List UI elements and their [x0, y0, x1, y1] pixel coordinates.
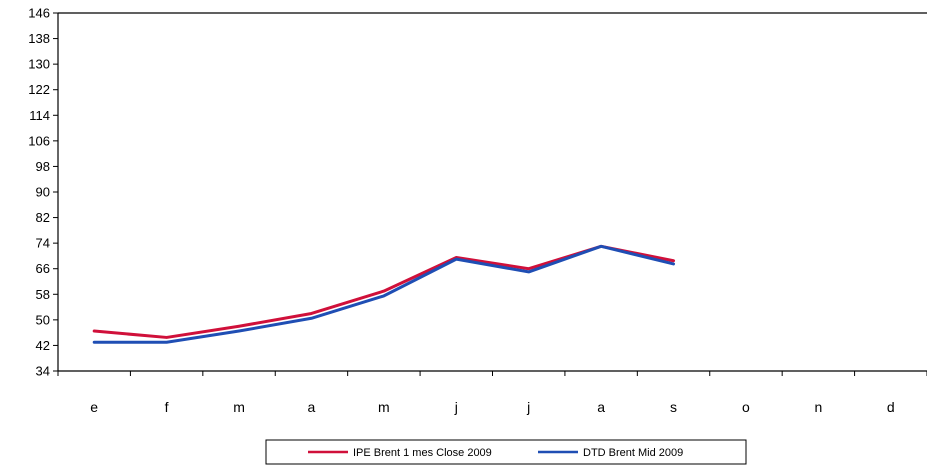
legend: IPE Brent 1 mes Close 2009 DTD Brent Mid …	[265, 439, 747, 465]
y-tick-label: 42	[36, 338, 50, 353]
y-tick-label: 114	[29, 108, 50, 123]
y-tick-label: 146	[28, 6, 50, 21]
y-tick-label: 106	[28, 133, 50, 148]
x-tick-label: a	[597, 399, 605, 415]
x-tick-label: m	[233, 399, 245, 415]
y-tick-label: 122	[28, 82, 50, 97]
legend-label-2: DTD Brent Mid 2009	[583, 447, 683, 459]
y-tick-label: 138	[28, 31, 50, 46]
y-tick-label: 98	[36, 159, 50, 174]
x-tick-label: m	[378, 399, 390, 415]
x-tick-label: a	[308, 399, 316, 415]
y-axis: 34 42 50 58 66 74 82 90 98 106 114 122 130 138 146	[28, 6, 58, 379]
series-line-2	[92, 244, 676, 344]
series-layer	[92, 244, 676, 344]
x-tick-label: n	[814, 399, 822, 415]
y-tick-label: 90	[36, 185, 50, 200]
y-tick-label: 74	[36, 236, 50, 251]
x-tick-label: e	[90, 399, 98, 415]
x-tick-label: o	[742, 399, 750, 415]
y-tick-label: 82	[36, 210, 50, 225]
x-tick-label: j	[526, 399, 530, 415]
y-tick-label: 130	[28, 57, 50, 72]
x-tick-label: f	[165, 399, 169, 415]
y-tick-label: 50	[36, 312, 50, 327]
y-tick-label: 66	[36, 261, 50, 276]
plot-area	[57, 12, 927, 372]
series-line-1	[92, 244, 676, 339]
x-tick-label: j	[454, 399, 458, 415]
x-tick-label: d	[887, 399, 895, 415]
y-tick-label: 34	[36, 364, 50, 379]
legend-label-1: IPE Brent 1 mes Close 2009	[353, 447, 492, 459]
x-tick-label: s	[670, 399, 677, 415]
y-tick-label: 58	[36, 287, 50, 302]
